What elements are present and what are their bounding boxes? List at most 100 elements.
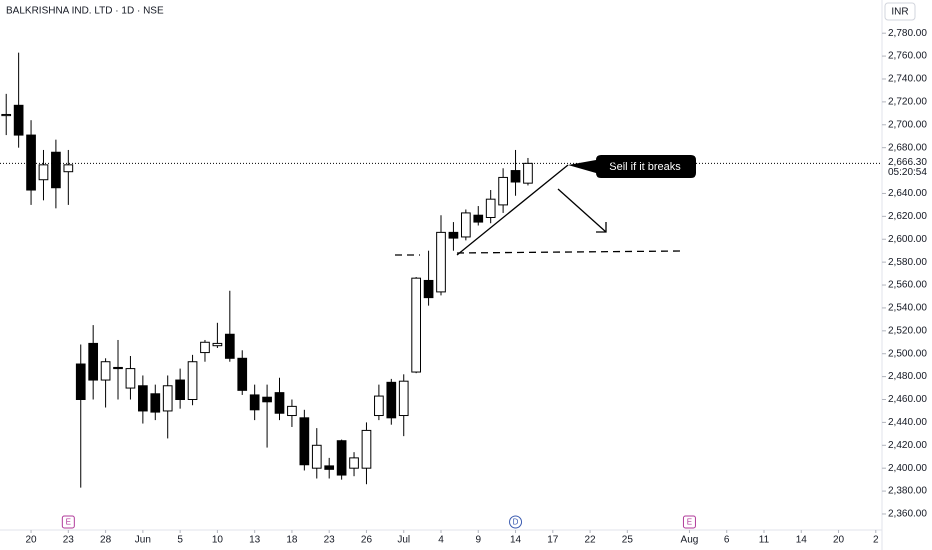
candle-body <box>423 279 434 299</box>
y-tick-label: 2,720.00 <box>888 97 927 108</box>
x-tick-label: 23 <box>324 535 336 546</box>
candle-body <box>448 231 459 239</box>
candle-body <box>249 394 260 411</box>
callout-text: Sell if it breaks <box>609 161 681 173</box>
currency-button[interactable] <box>884 2 916 21</box>
callout-box <box>568 155 696 178</box>
support-line <box>456 250 683 254</box>
y-tick-label: 2,680.00 <box>888 142 927 153</box>
trend-line <box>456 164 569 256</box>
x-tick-label: 14 <box>796 535 808 546</box>
x-tick-label: 23 <box>63 535 75 546</box>
candle-body <box>200 341 210 354</box>
candle-body <box>88 342 99 381</box>
candle-body <box>386 381 397 419</box>
x-tick-label: 4 <box>438 535 444 546</box>
candle-body <box>336 440 347 476</box>
x-tick-label: 25 <box>622 535 634 546</box>
y-tick-label: 2,380.00 <box>888 486 927 497</box>
candle-body <box>237 357 248 391</box>
candle-body <box>311 444 322 469</box>
candle-body <box>523 162 533 184</box>
candle-body <box>349 457 359 469</box>
y-tick-label: 2,600.00 <box>888 234 927 245</box>
y-tick-label: 2,760.00 <box>888 51 927 62</box>
candle-body <box>262 396 272 403</box>
event-marker <box>61 515 75 529</box>
candle-body <box>485 198 496 218</box>
x-tick-label: 20 <box>833 535 845 546</box>
x-tick-label: 26 <box>361 535 373 546</box>
y-tick-label: 2,520.00 <box>888 325 927 336</box>
candle-body <box>150 393 161 413</box>
x-tick-label: 22 <box>585 535 597 546</box>
x-tick-label: 11 <box>759 535 770 546</box>
y-tick-label: 2,740.00 <box>888 74 927 85</box>
candle-body <box>299 417 310 466</box>
candle-body <box>510 170 521 183</box>
countdown: 05:20:54 <box>888 167 927 178</box>
event-marker <box>509 515 523 529</box>
x-tick-label: 2 <box>873 535 879 546</box>
candle-body <box>38 164 49 181</box>
arrow-head <box>596 222 607 233</box>
event-label: E <box>687 518 692 527</box>
candle-body <box>113 366 123 370</box>
candle-body <box>398 380 409 417</box>
last-price-label: 2,666.30 <box>888 157 927 168</box>
y-tick-label: 2,500.00 <box>888 348 927 359</box>
candle-body <box>26 134 36 191</box>
y-tick-label: 2,400.00 <box>888 463 927 474</box>
y-tick-label: 2,620.00 <box>888 211 927 222</box>
candle-body <box>374 395 384 417</box>
y-tick-label: 2,640.00 <box>888 188 927 199</box>
candle-body <box>498 176 508 206</box>
candle-body <box>63 164 74 173</box>
candle-body <box>125 368 136 389</box>
y-tick-label: 2,440.00 <box>888 417 927 428</box>
y-tick-label: 2,360.00 <box>888 509 927 520</box>
candle-body <box>13 104 24 136</box>
x-tick-label: 10 <box>212 535 224 546</box>
candle-body <box>473 214 484 223</box>
event-marker <box>682 515 696 529</box>
candle-body <box>138 385 148 412</box>
x-tick-label: 13 <box>249 535 261 546</box>
x-tick-label: 17 <box>547 535 559 546</box>
y-tick-label: 2,580.00 <box>888 257 927 268</box>
y-tick-label: 2,560.00 <box>888 280 927 291</box>
y-tick-label: 2,700.00 <box>888 119 927 130</box>
event-label: E <box>66 518 71 527</box>
y-tick-label: 2,540.00 <box>888 303 927 314</box>
x-tick-label: 28 <box>100 535 112 546</box>
y-tick-label: 2,420.00 <box>888 440 927 451</box>
candle-body <box>224 333 235 359</box>
x-tick-label: 5 <box>177 535 183 546</box>
arrow <box>557 188 607 233</box>
candle-body <box>175 379 185 401</box>
chart-title: BALKRISHNA IND. LTD · 1D · NSE <box>6 6 164 17</box>
x-tick-label: 14 <box>510 535 522 546</box>
candle-body <box>212 342 223 347</box>
candle-body <box>411 277 422 373</box>
candle-body <box>51 151 61 189</box>
y-tick-label: 2,480.00 <box>888 371 927 382</box>
x-tick-label: 6 <box>724 535 730 546</box>
candle-body <box>187 361 198 401</box>
candle-body <box>100 361 111 381</box>
x-tick-label: 18 <box>286 535 298 546</box>
candle-body <box>324 465 335 470</box>
candle-body <box>274 392 285 414</box>
event-label: D <box>513 518 519 527</box>
x-tick-label: Jul <box>397 535 410 546</box>
x-tick-label: Aug <box>681 535 699 546</box>
candle-body <box>75 363 86 401</box>
candle-body <box>460 212 471 238</box>
candle-body <box>162 385 173 412</box>
candle-body <box>1 113 12 117</box>
candle-body <box>287 405 297 417</box>
x-tick-label: Jun <box>135 535 151 546</box>
y-tick-label: 2,460.00 <box>888 394 927 405</box>
